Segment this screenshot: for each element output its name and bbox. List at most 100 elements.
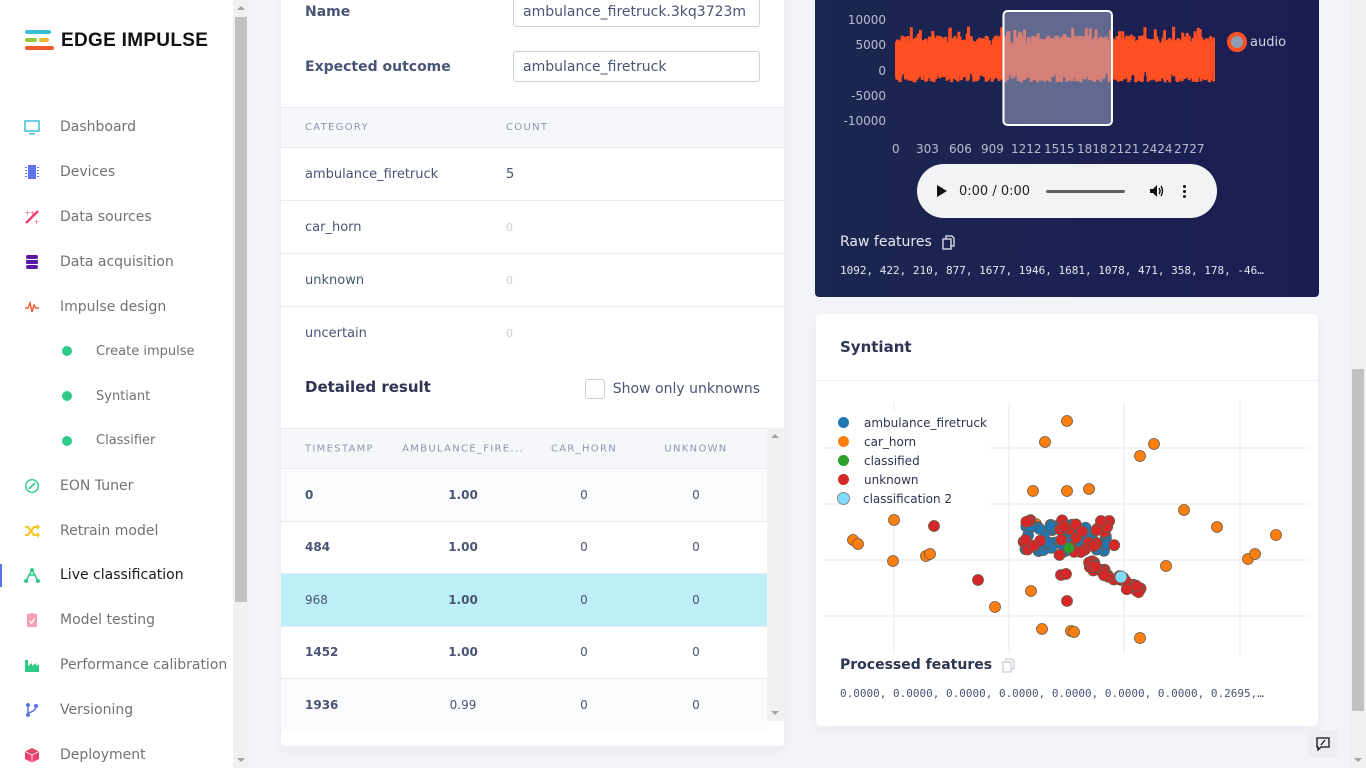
scatter-point: [1089, 561, 1102, 573]
legend-item[interactable]: unknown: [838, 470, 987, 489]
timestamp-cell: 1936: [305, 698, 339, 713]
scatter-point: [1095, 515, 1107, 527]
audio-waveform-chart[interactable]: [895, 10, 1215, 134]
sidebar-scrollbar[interactable]: [233, 0, 249, 768]
category-count: 0: [506, 327, 513, 340]
scatter-point: [1211, 521, 1223, 533]
scatter-point: [1160, 560, 1172, 572]
expected-outcome-row: Expected outcome: [305, 51, 760, 82]
sidebar-item-create-impulse[interactable]: Create impulse: [0, 329, 233, 374]
table-row[interactable]: 1936 0.99 0 0: [281, 679, 767, 732]
table-row[interactable]: 0 1.00 0 0: [281, 469, 767, 522]
legend-marker-icon: [1227, 32, 1247, 52]
processed-features-header: Processed features: [840, 657, 1015, 673]
detailed-table-scrollbar[interactable]: [767, 428, 784, 721]
scatter-point: [1053, 549, 1066, 561]
expected-outcome-label: Expected outcome: [305, 58, 451, 75]
name-row: Name: [305, 0, 760, 27]
sidebar-item-syntiant[interactable]: Syntiant: [0, 374, 233, 419]
sidebar-item-data-acquisition[interactable]: Data acquisition: [0, 239, 233, 284]
expected-outcome-input[interactable]: [513, 51, 760, 82]
scroll-down-icon[interactable]: [771, 711, 779, 715]
scatter-point: [1134, 450, 1146, 462]
x-tick-label: 1818: [1077, 142, 1108, 156]
legend-item[interactable]: classification 2: [837, 489, 987, 508]
copy-icon[interactable]: [942, 234, 955, 250]
more-options-icon[interactable]: [1183, 184, 1187, 198]
logo[interactable]: EDGE IMPULSE: [25, 30, 208, 52]
audio-time: 0:00 / 0:00: [959, 183, 1031, 199]
sidebar-item-data-sources[interactable]: ++ + Data sources: [0, 195, 233, 240]
legend-item[interactable]: classified: [838, 451, 987, 470]
unknown-cell: 0: [692, 645, 700, 660]
table-row[interactable]: 484 1.00 0 0: [281, 522, 767, 574]
legend-item[interactable]: car_horn: [838, 432, 987, 451]
status-dot-icon: [62, 346, 72, 357]
scatter-point: [1061, 415, 1073, 427]
name-input[interactable]: [513, 0, 760, 27]
syntiant-card: Syntiant ambulance_firetruck car_horn cl…: [816, 314, 1318, 726]
processed-features-values: 0.0000, 0.0000, 0.0000, 0.0000, 0.0000, …: [840, 687, 1264, 700]
scatter-point: [1088, 540, 1100, 552]
scatter-point: [1027, 485, 1039, 497]
car-horn-cell: 0: [580, 645, 588, 660]
legend-item[interactable]: ambulance_firetruck: [838, 413, 987, 432]
table-row-selected[interactable]: 968 1.00 0 0: [281, 574, 767, 627]
scatter-point: [924, 548, 936, 560]
sidebar-item-label: Versioning: [60, 701, 134, 718]
audio-progress-slider[interactable]: [1046, 189, 1126, 193]
sidebar-item-impulse-design[interactable]: Impulse design: [0, 284, 233, 329]
show-only-unknowns-checkbox[interactable]: [584, 379, 605, 399]
main-scrollbar-thumb[interactable]: [1352, 369, 1364, 711]
x-tick-label: 2121: [1109, 142, 1140, 156]
sidebar-item-classifier[interactable]: Classifier: [0, 419, 233, 464]
timestamp-cell: 968: [305, 592, 328, 607]
sidebar-item-performance-calibration[interactable]: Performance calibration: [0, 643, 233, 688]
sidebar-item-deployment[interactable]: Deployment: [0, 732, 233, 768]
scatter-point: [1076, 525, 1089, 538]
sidebar: EDGE IMPULSE Dashboard Devices ++ + Data …: [0, 0, 233, 768]
main-scrollbar[interactable]: [1350, 0, 1366, 768]
svg-text:++: ++: [25, 210, 35, 217]
sidebar-item-eon-tuner[interactable]: EON Tuner: [0, 463, 233, 508]
scroll-up-icon[interactable]: [771, 434, 779, 438]
copy-icon[interactable]: [1002, 657, 1015, 673]
x-tick-label: 1515: [1044, 142, 1075, 156]
waveform-legend[interactable]: audio: [1227, 32, 1286, 52]
sidebar-item-live-classification[interactable]: Live classification: [0, 553, 233, 598]
ambulance-firetruck-cell: 1.00: [448, 487, 478, 502]
scatter-point: [1178, 504, 1190, 516]
legend-label: unknown: [864, 472, 919, 487]
sidebar-item-label: Data acquisition: [60, 253, 174, 270]
table-row: uncertain 0: [281, 307, 784, 360]
detailed-result-table: TIMESTAMP AMBULANCE_FIRE... CAR_HORN UNK…: [281, 428, 767, 732]
play-icon[interactable]: [937, 185, 947, 197]
scroll-down-icon[interactable]: [237, 758, 245, 762]
sidebar-item-dashboard[interactable]: Dashboard: [0, 105, 233, 150]
scatter-point: [989, 601, 1001, 613]
sidebar-item-label: Data sources: [60, 208, 152, 225]
car-horn-cell: 0: [580, 698, 588, 713]
sidebar-item-model-testing[interactable]: Model testing: [0, 598, 233, 643]
column-header-timestamp: TIMESTAMP: [305, 443, 374, 454]
sidebar-item-label: Dashboard: [60, 119, 136, 136]
ambulance-firetruck-cell: 1.00: [448, 645, 478, 660]
scatter-point: [1249, 548, 1261, 560]
scatter-point: [1055, 533, 1068, 546]
scroll-down-icon[interactable]: [1354, 758, 1362, 762]
sidebar-item-label: Live classification: [60, 567, 184, 584]
show-only-unknowns-toggle[interactable]: Show only unknowns: [584, 379, 760, 399]
scroll-up-icon[interactable]: [237, 6, 245, 10]
column-header-category: CATEGORY: [305, 122, 369, 133]
table-row[interactable]: 1452 1.00 0 0: [281, 627, 767, 679]
feedback-button[interactable]: [1308, 730, 1338, 758]
sidebar-item-devices[interactable]: Devices: [0, 150, 233, 195]
factory-icon: [24, 657, 40, 673]
sidebar-item-retrain-model[interactable]: Retrain model: [0, 508, 233, 553]
legend-label-audio: audio: [1250, 34, 1287, 50]
sidebar-item-versioning[interactable]: Versioning: [0, 687, 233, 732]
category-name: car_horn: [305, 219, 362, 235]
y-tick-label: -5000: [851, 89, 886, 103]
sidebar-scrollbar-thumb[interactable]: [235, 17, 247, 602]
volume-icon[interactable]: [1149, 184, 1165, 198]
